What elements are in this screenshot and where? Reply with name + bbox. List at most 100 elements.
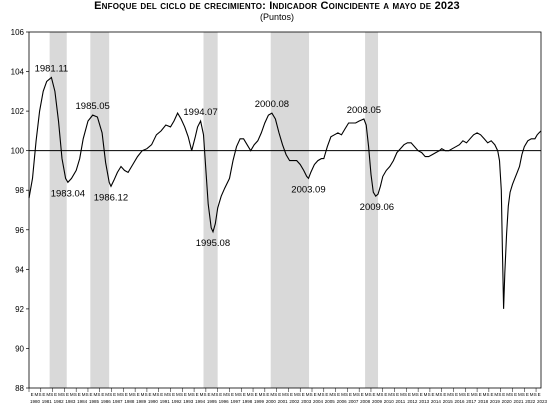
x-tick-month-label: E <box>420 392 423 397</box>
y-tick-label: 98 <box>15 186 24 195</box>
x-tick-month-label: S <box>239 392 242 397</box>
x-tick-year-label: 1984 <box>77 399 88 404</box>
x-tick-month-label: E <box>266 392 269 397</box>
recession-band <box>270 32 310 388</box>
x-tick-month-label: M <box>318 392 322 397</box>
x-tick-month-label: E <box>42 392 45 397</box>
x-tick-month-label: S <box>180 392 183 397</box>
x-tick-month-label: E <box>101 392 104 397</box>
x-tick-month-label: E <box>538 392 541 397</box>
x-tick-month-label: S <box>534 392 537 397</box>
y-tick-label: 102 <box>11 107 25 116</box>
x-tick-month-label: S <box>192 392 195 397</box>
x-tick-month-label: M <box>435 392 439 397</box>
x-tick-year-label: 1980 <box>30 399 41 404</box>
recession-band <box>90 32 110 388</box>
x-tick-month-label: E <box>432 392 435 397</box>
x-tick-year-label: 2006 <box>337 399 348 404</box>
x-tick-year-label: 2007 <box>348 399 359 404</box>
x-tick-month-label: S <box>62 392 65 397</box>
x-tick-month-label: E <box>54 392 57 397</box>
x-tick-month-label: M <box>471 392 475 397</box>
x-tick-year-label: 2004 <box>313 399 324 404</box>
y-tick-label: 100 <box>11 147 25 156</box>
x-tick-year-label: 2019 <box>490 399 501 404</box>
x-tick-month-label: E <box>314 392 317 397</box>
x-tick-year-label: 1993 <box>183 399 194 404</box>
annotation-label: 2009.06 <box>360 202 394 213</box>
x-tick-year-label: 2011 <box>396 399 406 404</box>
x-tick-month-label: M <box>259 392 263 397</box>
x-tick-year-label: 2012 <box>407 399 418 404</box>
y-tick-label: 96 <box>15 226 24 235</box>
annotation-label: 1995.08 <box>196 238 230 249</box>
x-tick-month-label: S <box>369 392 372 397</box>
x-tick-month-label: S <box>392 392 395 397</box>
x-tick-month-label: E <box>396 392 399 397</box>
x-tick-year-label: 2021 <box>513 399 524 404</box>
x-tick-year-label: 2022 <box>525 399 536 404</box>
recession-band <box>203 32 218 388</box>
x-tick-month-label: E <box>278 392 281 397</box>
annotation-label: 1981.11 <box>35 63 69 74</box>
x-tick-month-label: M <box>188 392 192 397</box>
annotation-label: 1983.04 <box>51 188 85 199</box>
x-tick-year-label: 1998 <box>242 399 253 404</box>
x-tick-year-label: 1988 <box>124 399 135 404</box>
recession-bands <box>49 32 379 388</box>
x-tick-month-label: S <box>487 392 490 397</box>
x-tick-month-label: S <box>380 392 383 397</box>
x-tick-year-label: 1994 <box>195 399 206 404</box>
x-tick-month-label: M <box>530 392 534 397</box>
recession-band <box>365 32 379 388</box>
x-tick-month-label: M <box>200 392 204 397</box>
x-tick-month-label: M <box>353 392 357 397</box>
x-tick-month-label: E <box>172 392 175 397</box>
x-tick-month-label: S <box>168 392 171 397</box>
x-tick-month-label: E <box>467 392 470 397</box>
x-tick-year-label: 2013 <box>419 399 430 404</box>
x-tick-month-label: M <box>105 392 109 397</box>
y-axis: 88 90 92 94 96 98 100 102 104 106 <box>11 28 29 393</box>
x-tick-month-label: M <box>412 392 416 397</box>
annotation-label: 2003.09 <box>291 184 325 195</box>
x-tick-month-label: E <box>207 392 210 397</box>
x-tick-year-label: 2008 <box>360 399 371 404</box>
x-tick-month-label: S <box>38 392 41 397</box>
x-tick-month-label: S <box>86 392 89 397</box>
x-tick-month-label: M <box>176 392 180 397</box>
x-tick-year-label: 1999 <box>254 399 265 404</box>
x-tick-year-label: 1983 <box>65 399 76 404</box>
x-tick-month-label: S <box>274 392 277 397</box>
x-tick-year-label: 2005 <box>325 399 336 404</box>
x-tick-month-label: E <box>479 392 482 397</box>
x-tick-year-label: 1989 <box>136 399 147 404</box>
x-tick-month-label: M <box>46 392 50 397</box>
x-tick-month-label: S <box>333 392 336 397</box>
x-tick-year-label: 2016 <box>455 399 466 404</box>
x-tick-month-label: M <box>494 392 498 397</box>
x-tick-month-label: S <box>97 392 100 397</box>
x-tick-month-label: M <box>424 392 428 397</box>
x-tick-month-label: E <box>149 392 152 397</box>
x-tick-month-label: M <box>270 392 274 397</box>
x-tick-month-label: E <box>184 392 187 397</box>
x-tick-year-label: 2020 <box>502 399 513 404</box>
x-tick-month-label: S <box>263 392 266 397</box>
x-tick-month-label: M <box>58 392 62 397</box>
x-tick-month-label: S <box>463 392 466 397</box>
x-tick-month-label: M <box>164 392 168 397</box>
x-tick-year-label: 2001 <box>278 399 289 404</box>
x-tick-month-label: S <box>510 392 513 397</box>
x-tick-month-label: E <box>137 392 140 397</box>
x-tick-year-label: 2023 <box>537 399 548 404</box>
x-tick-month-label: E <box>361 392 364 397</box>
x-tick-month-label: M <box>447 392 451 397</box>
x-tick-month-label: S <box>121 392 124 397</box>
x-tick-year-label: 1997 <box>230 399 241 404</box>
x-tick-year-label: 2014 <box>431 399 442 404</box>
x-tick-month-label: E <box>243 392 246 397</box>
x-tick-month-label: E <box>90 392 93 397</box>
x-tick-month-label: S <box>310 392 313 397</box>
